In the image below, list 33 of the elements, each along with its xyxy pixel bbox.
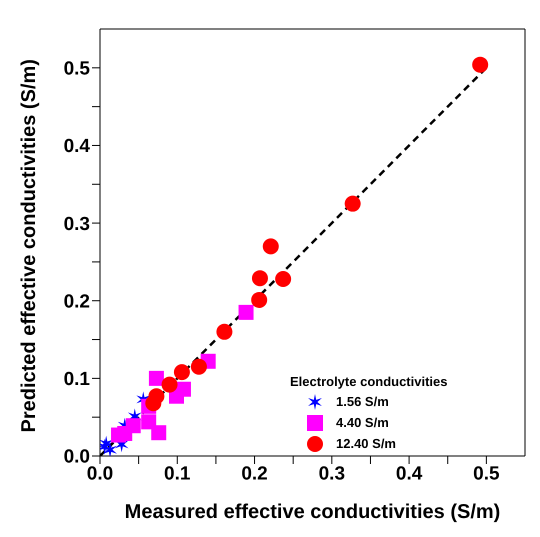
- x-tick-label: 0.5: [473, 463, 500, 484]
- point: [174, 364, 190, 380]
- x-tick-label: 0.3: [318, 463, 346, 484]
- point: [262, 238, 279, 254]
- y-tick-label: 0.2: [64, 291, 90, 312]
- point: [275, 270, 292, 287]
- point: [111, 428, 126, 443]
- y-tick-label: 0.3: [64, 214, 90, 235]
- x-tick-label: 0.4: [396, 463, 423, 484]
- legend-label: 1.56 S/m: [336, 394, 389, 409]
- point: [148, 370, 164, 386]
- legend-title: Electrolyte conductivities: [290, 374, 448, 389]
- point: [190, 358, 207, 375]
- y-tick-label: 0.5: [64, 58, 90, 80]
- point: [162, 376, 178, 393]
- x-tick-label: 0.2: [241, 463, 268, 484]
- point: [344, 196, 361, 212]
- point: [100, 436, 114, 452]
- point: [472, 56, 488, 73]
- point: [151, 425, 166, 440]
- point: [251, 292, 268, 308]
- point: [238, 304, 254, 320]
- point: [252, 270, 268, 286]
- point: [141, 414, 156, 430]
- y-axis-title: Predicted effective conductivities (S/m): [18, 59, 40, 432]
- legend-label: 4.40 S/m: [336, 415, 389, 430]
- x-axis-title: Measured effective conductivities (S/m): [124, 501, 500, 523]
- y-tick-label: 0.4: [64, 136, 90, 158]
- y-tick-label: 0.1: [64, 369, 90, 390]
- x-tick-label: 0.1: [164, 463, 191, 484]
- legend-label: 12.40 S/m: [336, 436, 396, 451]
- point: [216, 324, 232, 340]
- point: [145, 395, 162, 412]
